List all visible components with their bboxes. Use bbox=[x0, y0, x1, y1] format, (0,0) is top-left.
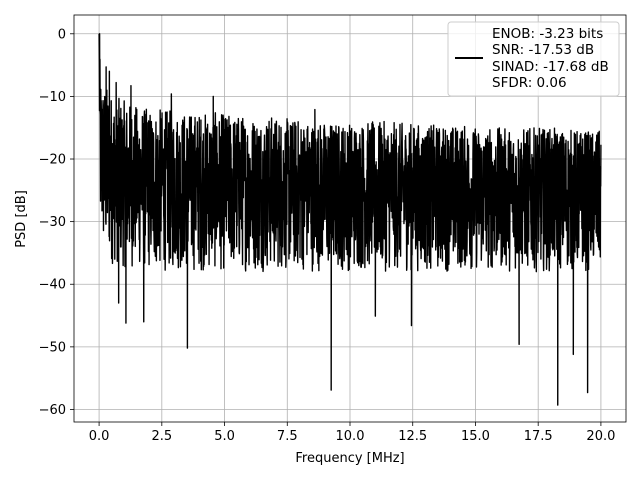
x-tick-label: 20.0 bbox=[586, 429, 615, 444]
psd-series bbox=[98, 33, 602, 406]
x-tick-label: 2.5 bbox=[151, 429, 172, 444]
y-tick-label: −40 bbox=[39, 278, 66, 293]
y-tick-label: −20 bbox=[39, 153, 66, 168]
x-tick-label: 12.5 bbox=[398, 429, 427, 444]
x-tick-label: 0.0 bbox=[89, 429, 110, 444]
legend-snr: SNR: -17.53 dB bbox=[492, 42, 594, 58]
x-tick-label: 10.0 bbox=[336, 429, 365, 444]
x-axis-ticks: 0.0 2.5 5.0 7.5 10.0 12.5 15.0 17.5 20.0 bbox=[89, 422, 615, 444]
psd-line bbox=[98, 33, 602, 406]
x-tick-label: 15.0 bbox=[461, 429, 490, 444]
x-tick-label: 17.5 bbox=[524, 429, 553, 444]
legend-sinad: SINAD: -17.68 dB bbox=[492, 59, 609, 75]
y-axis-label: PSD [dB] bbox=[14, 190, 29, 248]
y-axis-ticks: 0 −10 −20 −30 −40 −50 −60 bbox=[39, 27, 74, 418]
legend-enob: ENOB: -3.23 bits bbox=[492, 26, 603, 42]
x-axis-label: Frequency [MHz] bbox=[295, 451, 404, 466]
y-tick-label: −30 bbox=[39, 215, 66, 230]
legend: ENOB: -3.23 bits SNR: -17.53 dB SINAD: -… bbox=[447, 21, 620, 97]
x-tick-label: 7.5 bbox=[277, 429, 298, 444]
y-tick-label: 0 bbox=[58, 27, 66, 42]
legend-box bbox=[447, 21, 620, 97]
x-tick-label: 5.0 bbox=[214, 429, 235, 444]
legend-sfdr: SFDR: 0.06 bbox=[492, 75, 567, 91]
y-tick-label: −50 bbox=[39, 340, 66, 355]
y-tick-label: −60 bbox=[39, 403, 66, 418]
y-tick-label: −10 bbox=[39, 90, 66, 105]
